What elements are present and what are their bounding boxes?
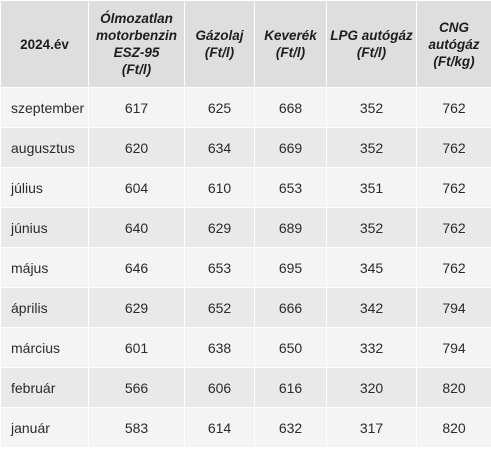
cng-cell: 762 — [416, 87, 491, 128]
month-cell: augusztus — [0, 127, 89, 168]
keverek-cell: 689 — [254, 207, 327, 248]
month-cell: szeptember — [0, 87, 89, 128]
month-cell: január — [0, 407, 89, 448]
gazolaj-cell: 625 — [184, 87, 255, 128]
month-cell: július — [0, 167, 89, 208]
benzin-cell: 601 — [88, 327, 185, 368]
gazolaj-cell: 653 — [184, 247, 255, 288]
table-row: május 646 653 695 345 762 — [0, 247, 491, 288]
cng-cell: 794 — [416, 327, 491, 368]
gazolaj-cell: 629 — [184, 207, 255, 248]
table-row: szeptember 617 625 668 352 762 — [0, 87, 491, 128]
benzin-header: Ólmozatlan motorbenzin ESZ-95 (Ft/l) — [88, 0, 185, 88]
keverek-cell: 668 — [254, 87, 327, 128]
cng-cell: 762 — [416, 247, 491, 288]
header-row: 2024.év Ólmozatlan motorbenzin ESZ-95 (F… — [0, 0, 491, 88]
keverek-header: Keverék (Ft/l) — [254, 0, 327, 88]
table-row: március 601 638 650 332 794 — [0, 327, 491, 368]
cng-cell: 820 — [416, 407, 491, 448]
lpg-header: LPG autógáz (Ft/l) — [326, 0, 417, 88]
lpg-cell: 345 — [326, 247, 417, 288]
gazolaj-cell: 638 — [184, 327, 255, 368]
cng-cell: 762 — [416, 207, 491, 248]
benzin-cell: 583 — [88, 407, 185, 448]
gazolaj-cell: 606 — [184, 367, 255, 408]
benzin-cell: 646 — [88, 247, 185, 288]
lpg-cell: 352 — [326, 87, 417, 128]
benzin-cell: 640 — [88, 207, 185, 248]
year-header: 2024.év — [0, 0, 89, 88]
keverek-cell: 616 — [254, 367, 327, 408]
lpg-cell: 342 — [326, 287, 417, 328]
month-cell: április — [0, 287, 89, 328]
cng-cell: 762 — [416, 167, 491, 208]
benzin-cell: 629 — [88, 287, 185, 328]
table-row: augusztus 620 634 669 352 762 — [0, 127, 491, 168]
lpg-cell: 352 — [326, 127, 417, 168]
month-cell: június — [0, 207, 89, 248]
lpg-cell: 320 — [326, 367, 417, 408]
gazolaj-header: Gázolaj (Ft/l) — [184, 0, 255, 88]
benzin-cell: 617 — [88, 87, 185, 128]
table-row: június 640 629 689 352 762 — [0, 207, 491, 248]
gazolaj-cell: 614 — [184, 407, 255, 448]
benzin-cell: 566 — [88, 367, 185, 408]
lpg-cell: 332 — [326, 327, 417, 368]
keverek-cell: 632 — [254, 407, 327, 448]
month-cell: május — [0, 247, 89, 288]
keverek-cell: 669 — [254, 127, 327, 168]
table-row: április 629 652 666 342 794 — [0, 287, 491, 328]
cng-cell: 820 — [416, 367, 491, 408]
cng-header: CNG autógáz (Ft/kg) — [416, 0, 491, 88]
lpg-cell: 317 — [326, 407, 417, 448]
keverek-cell: 666 — [254, 287, 327, 328]
cng-cell: 762 — [416, 127, 491, 168]
keverek-cell: 653 — [254, 167, 327, 208]
keverek-cell: 650 — [254, 327, 327, 368]
month-cell: március — [0, 327, 89, 368]
table-row: július 604 610 653 351 762 — [0, 167, 491, 208]
month-cell: február — [0, 367, 89, 408]
cng-cell: 794 — [416, 287, 491, 328]
gazolaj-cell: 634 — [184, 127, 255, 168]
keverek-cell: 695 — [254, 247, 327, 288]
table-row: február 566 606 616 320 820 — [0, 367, 491, 408]
lpg-cell: 352 — [326, 207, 417, 248]
benzin-cell: 620 — [88, 127, 185, 168]
lpg-cell: 351 — [326, 167, 417, 208]
benzin-cell: 604 — [88, 167, 185, 208]
gazolaj-cell: 652 — [184, 287, 255, 328]
gazolaj-cell: 610 — [184, 167, 255, 208]
table-row: január 583 614 632 317 820 — [0, 407, 491, 448]
